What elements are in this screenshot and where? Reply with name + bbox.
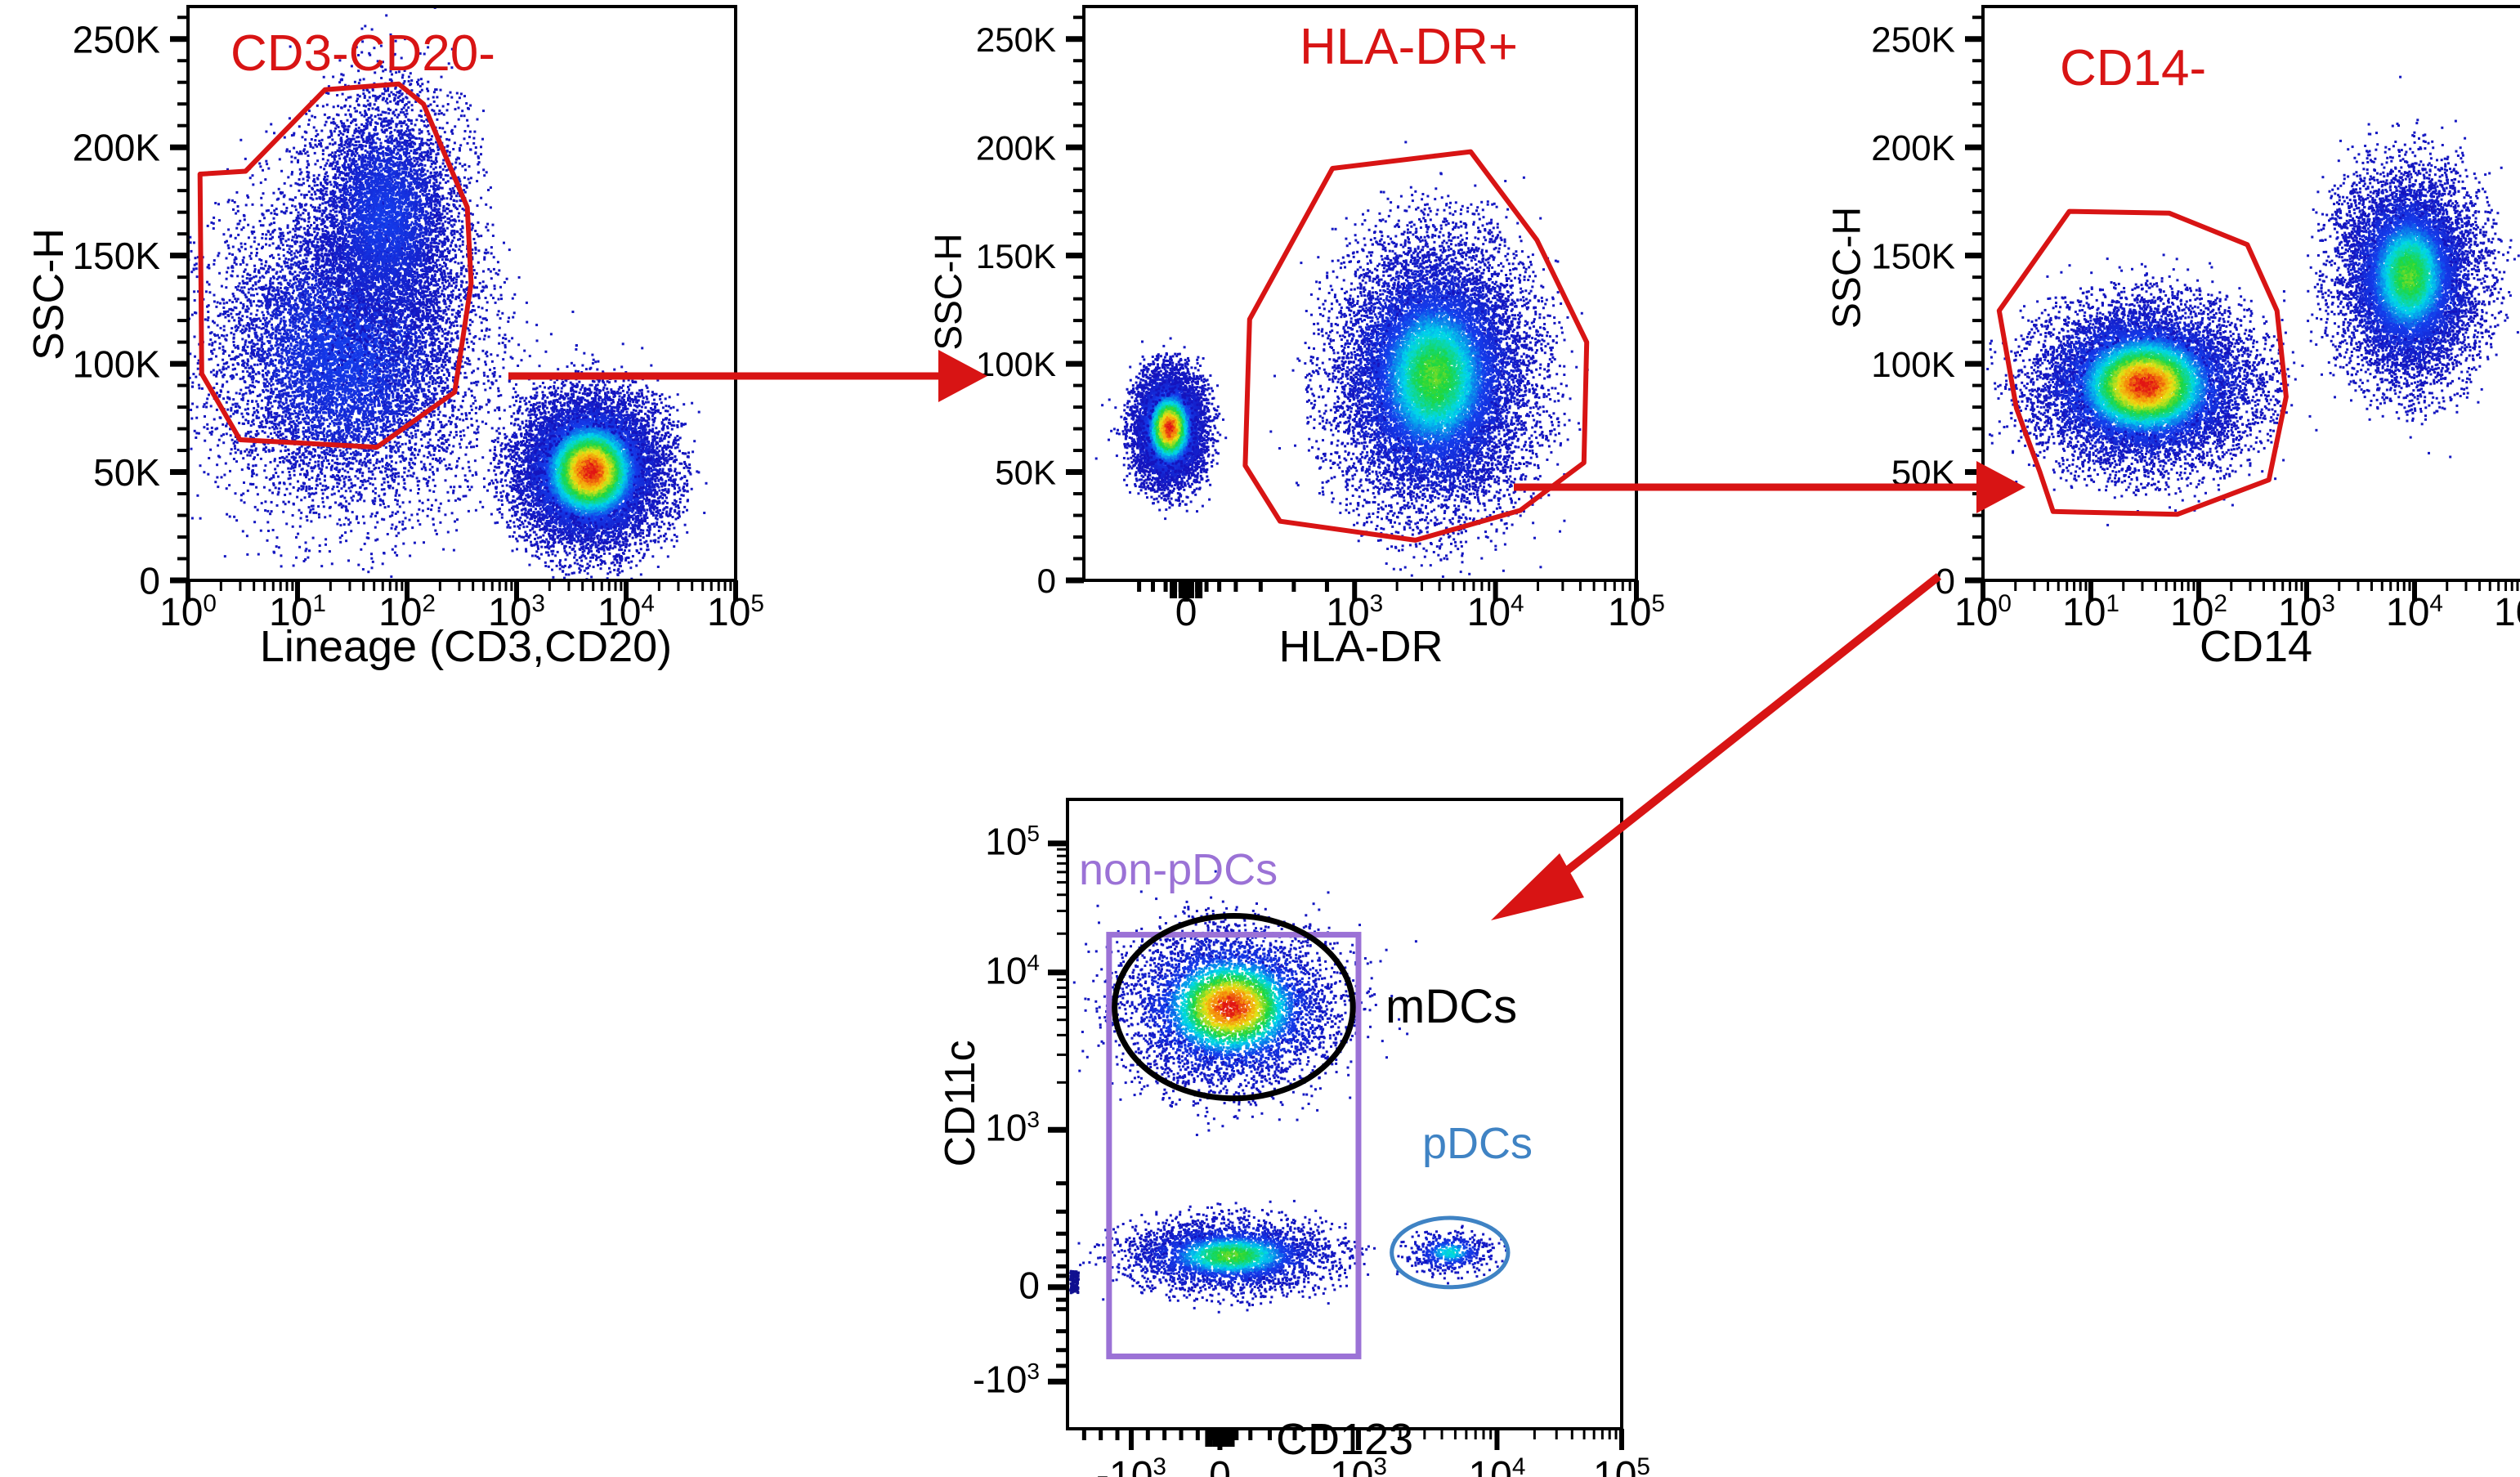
y-tick-label: 100K xyxy=(1871,345,1955,385)
y-tick-label: 250K xyxy=(73,18,161,60)
x-axis-title-lineage: Lineage (CD3,CD20) xyxy=(139,621,793,672)
gate-label-cd3-cd20-negative: CD3-CD20- xyxy=(231,25,495,83)
y-tick-label: 0 xyxy=(1018,1263,1040,1307)
y-axis-ticks xyxy=(170,17,188,580)
y-axis-tick-labels: 0 50K 100K 150K 200K 250K xyxy=(976,20,1056,600)
y-tick-label: 103 xyxy=(985,1106,1040,1150)
y-axis-tick-labels: 0 50K 100K 150K 200K 250K xyxy=(73,18,161,602)
x-axis-ticks xyxy=(1139,580,1636,602)
panel-lineage: 0 50K 100K 150K 200K 250K 100 101 102 103 104 105 … xyxy=(0,0,768,678)
x-axis-title-cd14: CD14 xyxy=(1937,621,2520,672)
y-tick-label: 250K xyxy=(976,20,1056,59)
y-tick-label: 150K xyxy=(1871,236,1955,276)
y-axis-ticks xyxy=(1066,17,1084,580)
x-axis-title-hladr: HLA-DR xyxy=(1038,621,1684,672)
y-tick-label: 105 xyxy=(985,819,1040,863)
y-tick-label: 100K xyxy=(73,343,161,386)
y-tick-label: 0 xyxy=(1936,562,1955,602)
y-axis-ticks xyxy=(1048,844,1068,1381)
y-tick-label: 200K xyxy=(1871,128,1955,168)
y-tick-label: 50K xyxy=(995,454,1056,492)
y-tick-label: 150K xyxy=(976,237,1056,275)
gate-label-pdcs: pDCs xyxy=(1422,1118,1533,1169)
y-tick-label: 0 xyxy=(139,560,160,602)
y-axis-title-cd11c: CD11c xyxy=(936,981,985,1226)
y-tick-label: 50K xyxy=(93,451,160,494)
y-axis-ticks xyxy=(1965,17,1983,580)
y-axis-title-ssch-2: SSC-H xyxy=(926,169,970,414)
y-axis-tick-labels: 0 50K 100K 150K 200K 250K xyxy=(1871,20,1955,602)
y-tick-label: -103 xyxy=(973,1358,1040,1402)
y-tick-label: 150K xyxy=(73,235,161,277)
y-tick-label: 0 xyxy=(1037,562,1056,600)
gate-label-mdcs: mDCs xyxy=(1385,979,1517,1034)
y-tick-label: 200K xyxy=(73,127,161,169)
panel-cd123-cd11c: -103 0 103 104 105 -103 0 103 104 105 CD123 CD11… xyxy=(858,752,1676,1477)
gate-label-cd14-negative: CD14- xyxy=(2060,39,2206,97)
gate-label-hla-dr-positive: HLA-DR+ xyxy=(1300,18,1518,76)
x-axis-title-cd123: CD123 xyxy=(1022,1414,1667,1465)
y-tick-label: 200K xyxy=(976,128,1056,167)
y-tick-label: 100K xyxy=(976,345,1056,383)
y-tick-label: 250K xyxy=(1871,20,1955,60)
gate-label-non-pdcs: non-pDCs xyxy=(1079,844,1278,895)
y-axis-title-ssch-3: SSC-H xyxy=(1825,145,1870,391)
y-tick-label: 104 xyxy=(985,948,1040,992)
y-axis-title-ssch-1: SSC-H xyxy=(25,172,74,417)
y-tick-label: 50K xyxy=(1891,453,1955,493)
panel-hladr: 0 50K 100K 150K 200K 250K 0 103 104 105 HLA-DR S… xyxy=(940,0,1708,678)
